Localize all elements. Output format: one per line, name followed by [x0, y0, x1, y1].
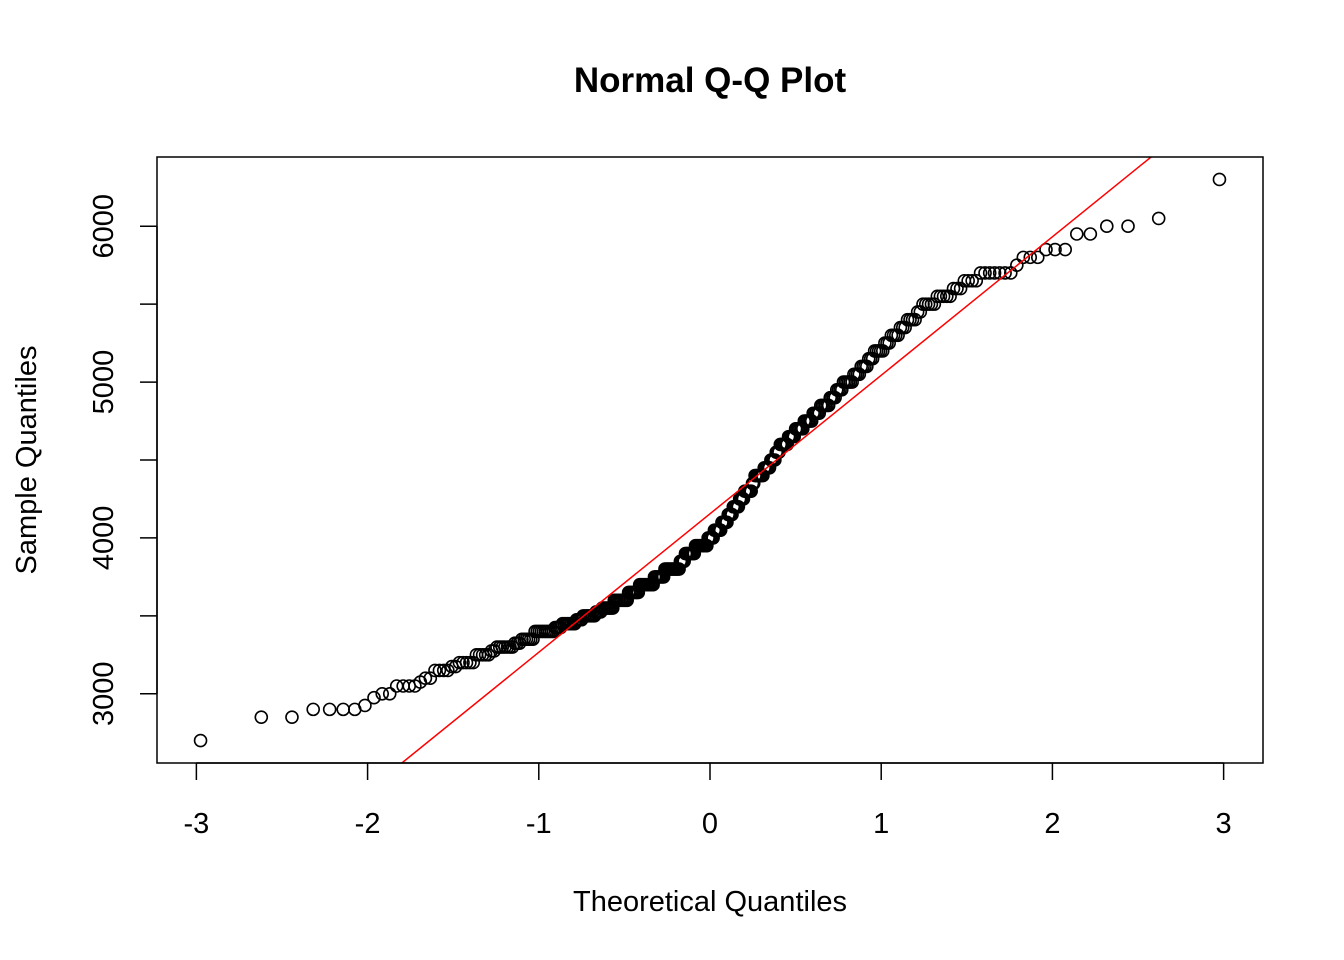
- y-axis: 3000 4000 5000 6000: [88, 194, 158, 727]
- data-point: [1151, 211, 1166, 226]
- data-point: [1083, 227, 1098, 241]
- y-tick-label: 3000: [88, 662, 120, 727]
- data-point: [1069, 227, 1084, 241]
- data-point: [285, 710, 299, 724]
- data-point: [943, 289, 957, 304]
- data-point: [193, 733, 208, 748]
- data-point: [768, 453, 782, 467]
- data-point: [1048, 242, 1062, 257]
- chart-title: Normal Q-Q Plot: [574, 61, 847, 100]
- data-point: [969, 273, 984, 288]
- data-point: [950, 281, 964, 296]
- data-point: [432, 663, 447, 678]
- data-point: [418, 671, 433, 686]
- y-tick-label: 5000: [88, 350, 120, 415]
- data-point: [428, 663, 442, 678]
- data-point: [423, 671, 438, 686]
- data-point: [1121, 219, 1135, 234]
- data-point: [987, 266, 1002, 280]
- x-tick-label: 0: [702, 808, 718, 840]
- data-point: [367, 690, 381, 705]
- data-point: [744, 484, 758, 498]
- data-point: [436, 663, 451, 678]
- data-point: [254, 710, 269, 724]
- data-point: [936, 289, 951, 304]
- plot-frame: [156, 156, 1264, 764]
- data-point: [998, 266, 1012, 280]
- data-point: [891, 328, 905, 343]
- data-point: [965, 273, 979, 288]
- y-tick-label: 4000: [88, 506, 120, 571]
- data-point: [452, 655, 467, 670]
- points-layer: [193, 172, 1227, 748]
- x-axis-label: Theoretical Quantiles: [573, 886, 847, 918]
- data-point: [946, 281, 961, 296]
- qq-reference-line: [401, 156, 1152, 764]
- data-point: [1030, 250, 1045, 265]
- data-point: [322, 702, 337, 717]
- x-tick-label: -3: [183, 808, 209, 840]
- data-point: [961, 273, 975, 288]
- data-point: [459, 655, 474, 670]
- y-axis-label: Sample Quantiles: [11, 346, 43, 575]
- x-tick-label: 2: [1044, 808, 1060, 840]
- y-tick-label: 6000: [88, 194, 120, 259]
- data-point: [1016, 250, 1031, 265]
- data-point: [306, 702, 320, 717]
- x-tick-label: 3: [1216, 808, 1232, 840]
- data-point: [939, 289, 954, 304]
- data-point: [973, 266, 988, 280]
- x-tick-label: -2: [355, 808, 381, 840]
- data-point: [1058, 242, 1073, 257]
- data-point: [375, 686, 390, 701]
- data-point: [882, 336, 896, 350]
- data-point: [441, 663, 455, 678]
- data-point: [1212, 172, 1227, 187]
- reference-line-layer: [401, 156, 1152, 764]
- data-point: [358, 698, 372, 713]
- data-point: [456, 655, 470, 670]
- data-point: [382, 686, 397, 701]
- data-point: [1100, 219, 1114, 234]
- data-point: [1039, 242, 1053, 257]
- x-tick-label: -1: [526, 808, 552, 840]
- x-axis: -3 -2 -1 0 1 2 3: [183, 762, 1232, 840]
- data-point: [1023, 250, 1038, 265]
- data-point: [982, 266, 997, 280]
- data-point: [898, 320, 912, 335]
- x-tick-label: 1: [873, 808, 889, 840]
- data-point: [978, 266, 992, 280]
- data-point: [953, 281, 968, 296]
- data-point: [336, 702, 351, 717]
